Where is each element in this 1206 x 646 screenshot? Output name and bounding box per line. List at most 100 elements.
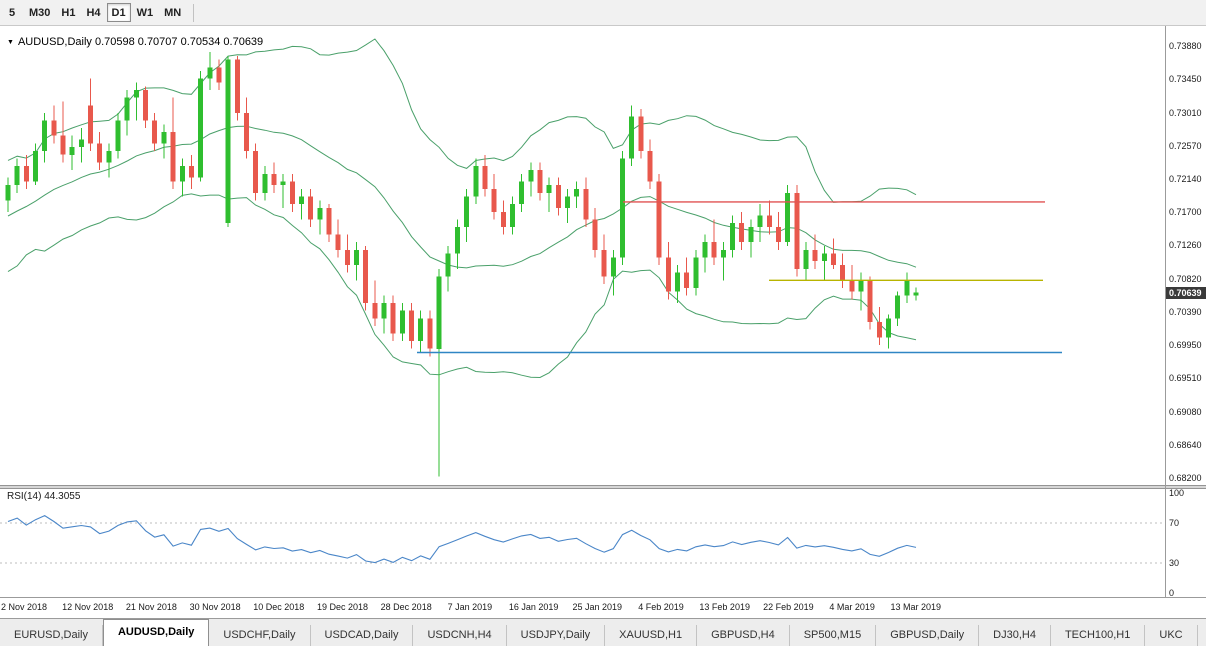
candle xyxy=(849,265,855,300)
rsi-axis-label: 30 xyxy=(1169,558,1180,568)
price-axis-label: 0.68200 xyxy=(1169,473,1202,483)
candle xyxy=(565,189,570,224)
timeframe-button-h4[interactable]: H4 xyxy=(81,3,105,22)
rsi-line xyxy=(7,514,917,564)
date-axis-label: 12 Nov 2018 xyxy=(62,602,114,612)
candle xyxy=(207,52,213,91)
candle xyxy=(711,219,717,265)
chart-tab-gbpusd-h4[interactable]: GBPUSD,H4 xyxy=(697,625,790,646)
candle xyxy=(179,158,185,197)
candle xyxy=(244,97,249,159)
price-axis-label: 0.71700 xyxy=(1169,207,1202,218)
chart-tab-usdcad-daily[interactable]: USDCAD,Daily xyxy=(311,625,414,646)
price-axis[interactable]: 0.70639 0.73880 0.73450 0.73010 0.72570 0.72… xyxy=(1165,26,1206,485)
candle xyxy=(876,306,882,345)
candle xyxy=(161,124,167,159)
chart-tab-tech100-h1[interactable]: TECH100,H1 xyxy=(1051,625,1146,646)
candle xyxy=(583,177,589,227)
candle xyxy=(253,143,259,201)
candle xyxy=(766,200,772,235)
chart-tab-ukc[interactable]: UKC xyxy=(1145,625,1198,646)
date-axis-label: 10 Dec 2018 xyxy=(253,602,305,612)
candle xyxy=(317,200,323,235)
chart-tab-dj30-h4[interactable]: DJ30,H4 xyxy=(979,625,1051,646)
current-price-badge: 0.70639 xyxy=(1166,286,1206,299)
chart-tab-usdchf-daily[interactable]: USDCHF,Daily xyxy=(209,625,311,646)
candle xyxy=(234,55,240,121)
candle xyxy=(647,139,653,189)
candle xyxy=(491,173,497,220)
candle xyxy=(895,291,901,326)
candle xyxy=(730,215,736,258)
rsi-plot-container[interactable] xyxy=(0,489,1165,597)
candle xyxy=(858,272,864,311)
price-axis-label: 0.72140 xyxy=(1169,173,1202,184)
candle xyxy=(665,242,671,300)
chart-tab-sp500-m15[interactable]: SP500,M15 xyxy=(790,625,877,646)
candle xyxy=(262,166,268,201)
date-axis-label: 7 Jan 2019 xyxy=(447,602,493,612)
price-plot-container[interactable] xyxy=(0,26,1165,485)
candle xyxy=(335,219,341,258)
candle xyxy=(555,177,561,216)
candle xyxy=(748,219,754,258)
candle xyxy=(143,86,149,129)
timeframe-button-5[interactable]: 5 xyxy=(1,3,23,22)
timeframe-button-mn[interactable]: MN xyxy=(159,3,186,22)
candle xyxy=(500,200,506,235)
candle xyxy=(427,310,433,357)
price-axis-label: 0.70820 xyxy=(1169,273,1202,284)
date-axis-label: 13 Mar 2019 xyxy=(890,602,942,612)
candle xyxy=(23,154,29,189)
timeframe-button-m30[interactable]: M30 xyxy=(24,3,55,22)
timeframe-button-w1[interactable]: W1 xyxy=(132,3,159,22)
date-axis[interactable]: 2 Nov 2018 12 Nov 2018 21 Nov 2018 30 Nov 2… xyxy=(0,597,1206,618)
candle xyxy=(372,280,378,326)
candle xyxy=(656,173,662,265)
bollinger-bands xyxy=(7,38,917,379)
candle xyxy=(528,162,534,197)
timeframe-toolbar: 5 M30 H1 H4 D1 W1 MN xyxy=(0,0,1206,26)
candle xyxy=(574,181,580,208)
price-axis-label: 0.73450 xyxy=(1169,74,1202,85)
candle xyxy=(601,234,607,285)
candle xyxy=(124,90,130,136)
chart-tab-eurusd-daily[interactable]: EURUSD,Daily xyxy=(0,625,103,646)
chart-tab-usdjpy-daily[interactable]: USDJPY,Daily xyxy=(507,625,606,646)
candle xyxy=(51,105,57,144)
candle xyxy=(794,185,800,277)
chart-tab-usdcnh-h4[interactable]: USDCNH,H4 xyxy=(413,625,507,646)
candle xyxy=(684,257,690,296)
candle xyxy=(60,101,66,163)
candle xyxy=(344,234,350,273)
candle xyxy=(620,151,625,265)
candle xyxy=(225,55,231,227)
candle xyxy=(821,246,827,281)
candle xyxy=(326,204,332,243)
candle xyxy=(785,185,791,246)
price-chart-svg[interactable] xyxy=(0,26,1165,485)
chart-tab-xauusd-h1[interactable]: XAUUSD,H1 xyxy=(605,625,698,646)
candle xyxy=(482,154,488,197)
candle xyxy=(133,82,139,121)
timeframe-button-h1[interactable]: H1 xyxy=(56,3,80,22)
candle xyxy=(170,97,176,189)
rsi-axis[interactable]: 100 70 30 0 xyxy=(1165,488,1206,598)
panel-splitter[interactable] xyxy=(0,485,1206,489)
axis-separator-line xyxy=(1165,26,1166,597)
chart-tab-audusd-daily[interactable]: AUDUSD,Daily xyxy=(102,619,210,646)
candle xyxy=(14,158,20,193)
candle xyxy=(803,242,809,281)
candle xyxy=(904,272,910,304)
candle xyxy=(280,173,286,208)
chart-tab-gbpusd-daily[interactable]: GBPUSD,Daily xyxy=(876,625,980,646)
rsi-chart-svg[interactable] xyxy=(0,489,1165,597)
date-axis-label: 13 Feb 2019 xyxy=(699,602,750,612)
date-axis-label: 4 Feb 2019 xyxy=(638,602,684,612)
candle xyxy=(592,208,598,258)
date-axis-label: 25 Jan 2019 xyxy=(572,602,623,612)
timeframe-button-d1[interactable]: D1 xyxy=(106,3,131,22)
candle xyxy=(638,109,644,159)
price-axis-label: 0.70390 xyxy=(1169,306,1202,317)
candle xyxy=(78,128,84,163)
